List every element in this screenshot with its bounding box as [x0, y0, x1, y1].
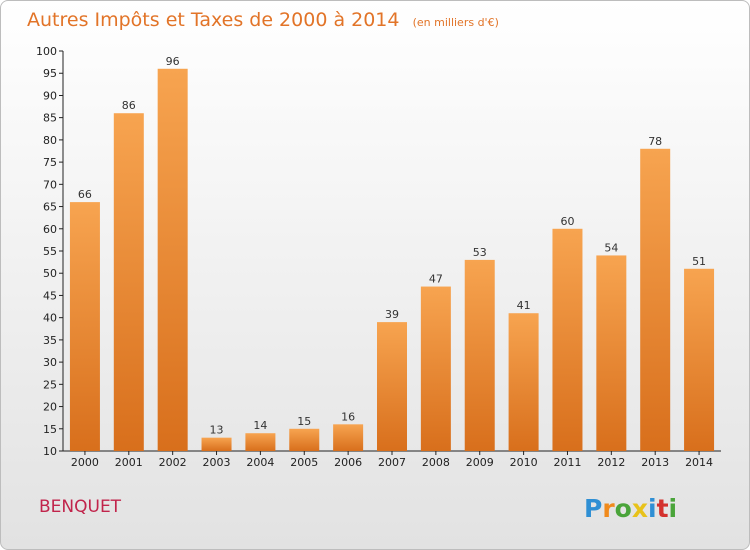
y-tick-label: 15 [43, 423, 57, 436]
bar [69, 202, 100, 451]
y-tick-label: 55 [43, 245, 57, 258]
chart-title: Autres Impôts et Taxes de 2000 à 2014 (e… [27, 9, 499, 31]
bar [157, 68, 188, 452]
value-labels-group: 66 86 96 13 14 15 16 39 47 53 41 60 54 78 51 [78, 55, 706, 437]
x-tick-label: 2002 [159, 456, 187, 469]
chart-title-main: Autres Impôts et Taxes de 2000 à 2014 [27, 9, 400, 31]
bar-value-label: 51 [692, 255, 706, 268]
x-tick-label: 2014 [685, 456, 713, 469]
y-tick-label: 65 [43, 201, 57, 214]
x-tick-label: 2012 [597, 456, 625, 469]
commune-name: BENQUET [39, 497, 122, 517]
bar-value-label: 47 [429, 273, 443, 286]
bar [289, 428, 320, 451]
y-tick-label: 40 [43, 312, 57, 325]
bar [333, 424, 364, 451]
y-tick-label: 25 [43, 378, 57, 391]
logo-letter: o [615, 494, 632, 523]
y-tick-label: 10 [43, 445, 57, 458]
x-tick-label: 2007 [378, 456, 406, 469]
bars-group [69, 68, 715, 452]
x-tick-label: 2001 [115, 456, 143, 469]
bar [508, 313, 539, 451]
bar-value-label: 16 [341, 410, 355, 423]
bar-value-label: 14 [253, 419, 267, 432]
bar [464, 259, 495, 451]
y-tick-label: 20 [43, 401, 57, 414]
y-tick-label: 45 [43, 289, 57, 302]
bar-value-label: 60 [560, 215, 574, 228]
y-tick-label: 85 [43, 112, 57, 125]
bar [596, 255, 627, 451]
x-tick-label: 2008 [422, 456, 450, 469]
y-tick-label: 60 [43, 223, 57, 236]
bar [420, 286, 451, 451]
proxiti-logo: Proxiti [584, 494, 677, 523]
bar-value-label: 13 [210, 424, 224, 437]
x-tick-label: 2004 [246, 456, 274, 469]
x-tick-label: 2013 [641, 456, 669, 469]
bar [552, 228, 583, 451]
bar-value-label: 96 [166, 55, 180, 68]
bar [201, 437, 232, 451]
y-tick-label: 80 [43, 134, 57, 147]
logo-letter: P [584, 494, 602, 523]
bar [113, 113, 144, 451]
x-tick-label: 2005 [290, 456, 318, 469]
y-tick-label: 90 [43, 89, 57, 102]
x-axis: 2000 2001 2002 2003 2004 2005 2006 2007 2008 2009… [63, 450, 721, 469]
logo-letter: r [602, 494, 615, 523]
bar-value-label: 86 [122, 99, 136, 112]
bar [684, 268, 715, 451]
y-tick-label: 50 [43, 267, 57, 280]
y-tick-label: 95 [43, 67, 57, 80]
x-tick-label: 2006 [334, 456, 362, 469]
x-tick-label: 2011 [553, 456, 581, 469]
y-tick-label: 30 [43, 356, 57, 369]
bar-value-label: 41 [517, 299, 531, 312]
bar-value-label: 66 [78, 188, 92, 201]
bar-value-label: 54 [604, 241, 618, 254]
y-tick-label: 75 [43, 156, 57, 169]
bar [640, 148, 671, 451]
y-tick-label: 35 [43, 334, 57, 347]
logo-letter: i [648, 494, 657, 523]
bar-value-label: 53 [473, 246, 487, 259]
bar [245, 433, 276, 451]
bar-value-label: 15 [297, 415, 311, 428]
y-tick-label: 70 [43, 178, 57, 191]
bar-value-label: 78 [648, 135, 662, 148]
x-tick-label: 2010 [510, 456, 538, 469]
bar [377, 322, 407, 451]
logo-letter: t [657, 494, 669, 523]
bar-value-label: 39 [385, 308, 399, 321]
y-tick-label: 100 [36, 45, 57, 58]
chart-title-unit: (en milliers d'€) [413, 16, 499, 29]
x-tick-label: 2009 [466, 456, 494, 469]
x-tick-label: 2003 [203, 456, 231, 469]
x-tick-label: 2000 [71, 456, 99, 469]
y-axis: 10 15 20 25 30 35 40 45 50 55 60 65 70 75 80 85 90 95 100 [36, 45, 64, 458]
logo-letter: x [632, 494, 648, 523]
logo-letter: i [669, 494, 678, 523]
